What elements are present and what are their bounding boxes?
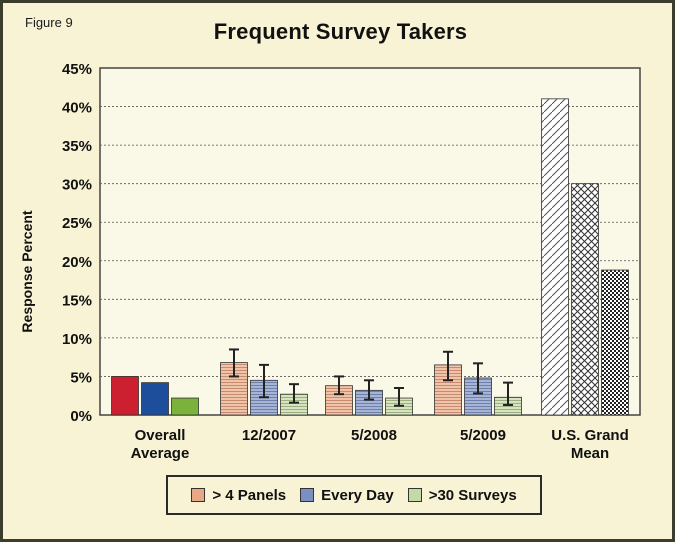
y-tick-label: 35%: [62, 138, 92, 155]
bar: [571, 183, 599, 416]
bar: [171, 397, 199, 416]
bar: [601, 269, 629, 416]
bar: [541, 98, 569, 416]
bar: [111, 376, 139, 416]
figure-label: Figure 9: [25, 15, 73, 30]
bar: [141, 382, 169, 416]
x-tick-label: 5/2008: [351, 427, 397, 444]
y-tick-label: 0%: [70, 408, 92, 425]
legend-label-surveys: >30 Surveys: [428, 486, 517, 504]
y-tick-label: 10%: [62, 331, 92, 348]
y-tick-label: 15%: [62, 292, 92, 309]
x-tick-label: 5/2009: [460, 427, 506, 444]
legend-item-panels: > 4 Panels: [191, 487, 286, 504]
y-tick-label: 40%: [62, 100, 92, 117]
legend-swatch-surveys: [407, 488, 422, 502]
legend-item-surveys: >30 Surveys: [407, 486, 517, 504]
y-tick-label: 25%: [62, 215, 92, 232]
legend-label-panels: > 4 Panels: [212, 486, 287, 504]
y-tick-label: 30%: [62, 177, 92, 194]
x-tick-label: U.S. Grand: [551, 427, 629, 444]
y-axis-label: Response Percent: [19, 210, 35, 332]
bar: [220, 362, 248, 416]
x-tick-label: 12/2007: [242, 427, 296, 444]
plot-area: 0% 5% 10% 15% 20% 25% 30% 35% 40% 45% Response Per…: [19, 61, 641, 462]
y-tick-label: 20%: [62, 254, 92, 271]
y-tick-label: 5%: [70, 369, 92, 386]
x-tick-label: Average: [131, 445, 190, 462]
legend-label-every-day: Every Day: [321, 486, 394, 504]
legend: > 4 Panels Every Day >30 Surveys: [166, 475, 542, 515]
legend-swatch-every-day: [300, 488, 315, 502]
legend-item-every-day: Every Day: [300, 487, 394, 504]
legend-swatch-panels: [191, 488, 206, 502]
x-tick-label: Mean: [571, 445, 609, 462]
x-tick-label: Overall: [135, 427, 186, 444]
y-tick-label: 45%: [62, 61, 92, 78]
chart-title: Frequent Survey Takers: [213, 19, 468, 44]
